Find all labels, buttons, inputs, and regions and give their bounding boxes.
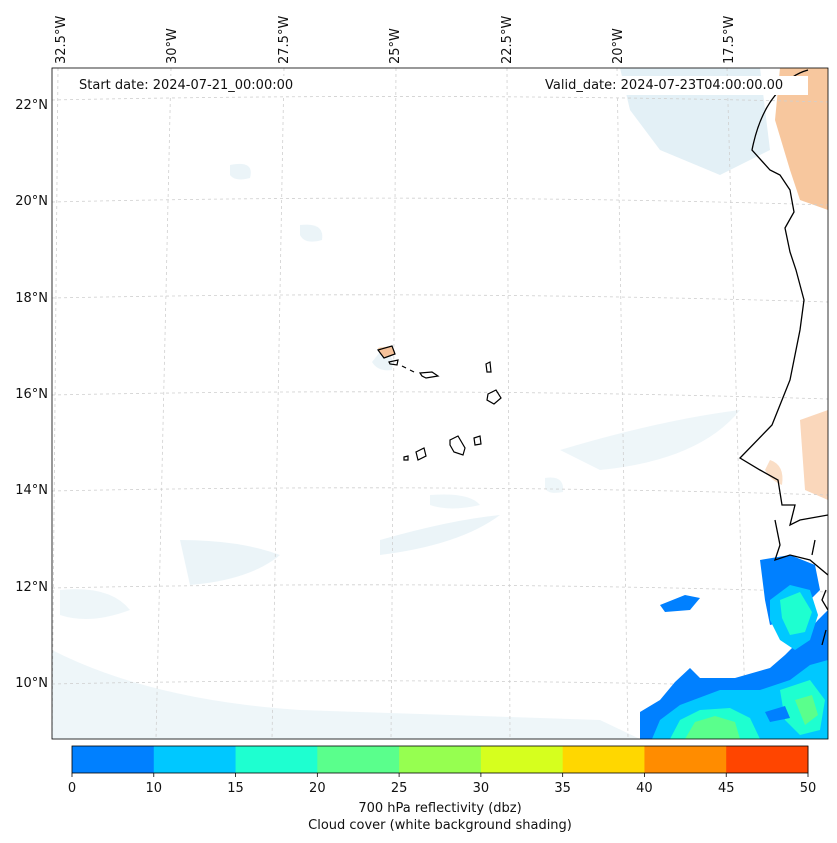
- lat-label-12n: 12°N: [15, 580, 48, 595]
- colorbar-segment-2: [235, 746, 318, 773]
- lon-label-25w: 25°W: [388, 28, 403, 64]
- colorbar-segment-5: [480, 746, 564, 773]
- cloud-cover-shading: [52, 68, 770, 739]
- start-date-label: Start date: 2024-07-21_00:00:00: [79, 78, 294, 93]
- colorbar-tick-label: 20: [309, 781, 326, 796]
- cape-verde-islands: [376, 345, 502, 461]
- colorbar-segment-1: [153, 746, 237, 773]
- colorbar-segment-4: [399, 746, 482, 773]
- colorbar-segment-3: [317, 746, 400, 773]
- map-frame: [51, 67, 829, 740]
- colorbar-label: 700 hPa reflectivity (dbz): [358, 801, 522, 816]
- colorbar-tick-label: 25: [390, 781, 408, 796]
- colorbar-tick-label: 45: [717, 781, 735, 796]
- colorbar-segment-6: [562, 746, 645, 773]
- lon-label-32-5w: 32.5°W: [54, 15, 69, 64]
- lat-label-22n: 22°N: [15, 98, 48, 113]
- lon-label-27-5w: 27.5°W: [277, 15, 292, 64]
- colorbar-tick-label: 30: [472, 781, 490, 796]
- valid-date-label: Valid_date: 2024-07-23T04:00:00.00: [545, 78, 784, 93]
- lat-label-20n: 20°N: [15, 194, 48, 209]
- lon-label-20w: 20°W: [611, 28, 626, 64]
- start-date-box: [71, 76, 311, 95]
- lon-label-22-5w: 22.5°W: [500, 15, 515, 64]
- colorbar-tick-label: 15: [227, 781, 244, 796]
- graticule: [52, 68, 828, 739]
- lon-label-17-5w: 17.5°W: [722, 15, 737, 64]
- colorbar-sublabel: Cloud cover (white background shading): [308, 818, 572, 833]
- valid-date-box: [540, 76, 808, 95]
- lat-label-14n: 14°N: [15, 483, 48, 498]
- colorbar-tick-label: 10: [145, 781, 163, 796]
- colorbar-segment-8: [726, 746, 809, 773]
- colorbar: [71, 745, 809, 777]
- lon-label-30w: 30°W: [165, 28, 180, 64]
- colorbar-tick-label: 0: [67, 781, 77, 796]
- colorbar-segment-7: [644, 746, 727, 773]
- reflectivity-contours: [640, 555, 828, 739]
- map-layers: [52, 68, 828, 739]
- lat-label-18n: 18°N: [15, 291, 48, 306]
- colorbar-tick-label: 50: [799, 781, 817, 796]
- colorbar-tick-label: 35: [554, 781, 571, 796]
- colorbar-tick-label: 40: [636, 781, 653, 796]
- colorbar-frame: [71, 745, 809, 774]
- lat-label-10n: 10°N: [15, 676, 48, 691]
- colorbar-segment-0: [72, 746, 155, 773]
- lat-label-16n: 16°N: [15, 387, 48, 402]
